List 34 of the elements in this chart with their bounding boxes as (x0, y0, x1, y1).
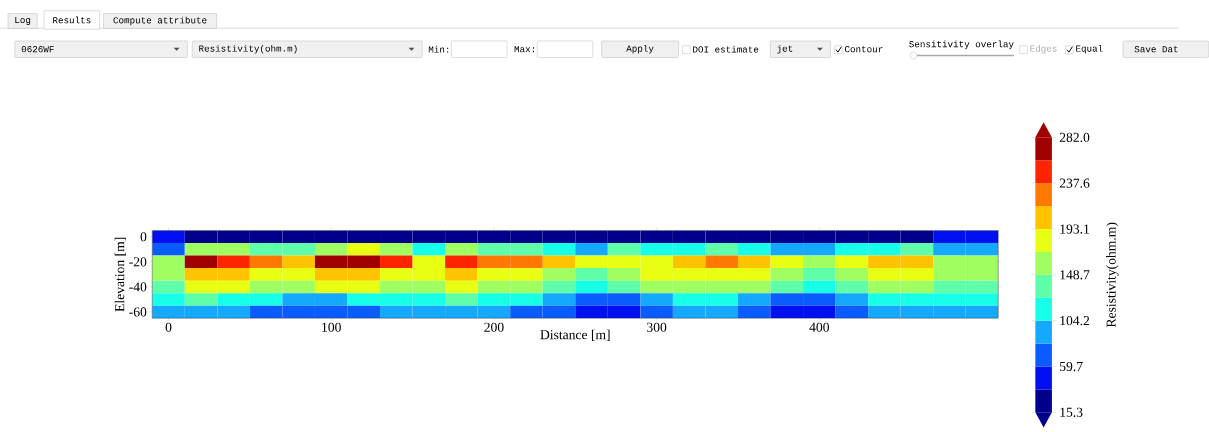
text: Resistivity(ohm.m) (199, 45, 297, 54)
text: Sensitivity overlay (909, 40, 1014, 50)
x-tick-label: 200 (484, 322, 504, 332)
color-bar-label: 148.7 (1060, 270, 1090, 280)
color-bar-label: 282.0 (1059, 132, 1090, 143)
y-axis-title: Elevation [m] (114, 237, 126, 312)
text: 0626WF (21, 46, 54, 53)
y-tick-label: 0 (140, 232, 147, 242)
color-bar-title: Resistivity(ohm.m) (1106, 222, 1119, 328)
color-bar-label: 59.7 (1060, 362, 1083, 372)
x-axis-title: Distance [m] (540, 329, 610, 342)
text: jet (777, 45, 793, 54)
x-tick-label: 0 (165, 322, 172, 332)
text: Save Dat (1134, 46, 1178, 53)
x-tick-label: 400 (809, 322, 829, 332)
text: DOI estimate (693, 45, 759, 53)
x-tick-label: 100 (322, 322, 341, 332)
y-tick-label: -40 (129, 282, 147, 292)
text: Max: (514, 46, 534, 53)
color-bar-label: 193.1 (1060, 224, 1090, 234)
y-tick-label: -20 (129, 257, 147, 267)
text: Log (15, 17, 31, 26)
y-tick-label: -60 (129, 307, 147, 317)
text: Min: (428, 45, 449, 53)
text: Edges (1030, 45, 1057, 54)
x-tick-label: 300 (647, 322, 667, 332)
text: Results (53, 16, 91, 24)
color-bar-label: 15.3 (1060, 407, 1083, 417)
text: Contour (844, 46, 883, 53)
text: Equal (1076, 45, 1103, 54)
color-bar-label: 237.6 (1059, 178, 1090, 188)
color-bar-label: 104.2 (1060, 316, 1090, 326)
text: Apply (626, 45, 654, 54)
text: Compute attribute (113, 16, 207, 26)
